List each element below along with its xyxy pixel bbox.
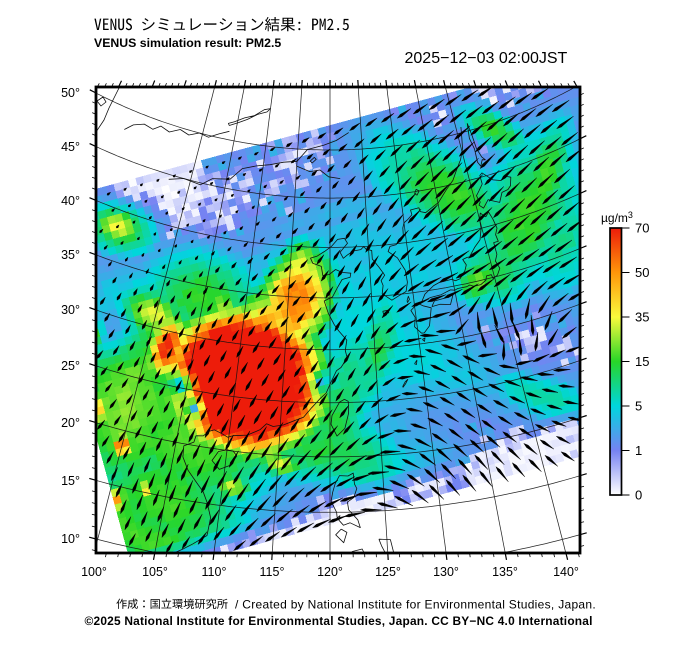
svg-text:2025−12−03 02:00JST: 2025−12−03 02:00JST: [405, 50, 568, 67]
svg-text:20°: 20°: [61, 416, 80, 430]
svg-text:50: 50: [635, 265, 649, 280]
svg-text:35°: 35°: [61, 248, 80, 262]
svg-text:105°: 105°: [142, 565, 168, 579]
svg-text:5: 5: [635, 399, 642, 414]
svg-text:120°: 120°: [317, 565, 343, 579]
svg-text:50°: 50°: [61, 86, 80, 100]
svg-text:VENUS simulation result: PM2.5: VENUS simulation result: PM2.5: [94, 36, 281, 50]
svg-text:110°: 110°: [202, 565, 227, 579]
svg-text:©2025 National Institute for E: ©2025 National Institute for Environment…: [85, 614, 593, 628]
svg-text:0: 0: [635, 488, 642, 503]
svg-text:35: 35: [635, 310, 649, 325]
svg-text:140°: 140°: [553, 565, 579, 579]
svg-text:45°: 45°: [61, 140, 80, 154]
svg-text:130°: 130°: [433, 565, 459, 579]
svg-text:/ Created by National Institut: / Created by National Institute for Envi…: [235, 598, 596, 612]
svg-text:100°: 100°: [81, 565, 107, 579]
svg-text:125°: 125°: [375, 565, 401, 579]
svg-text:135°: 135°: [492, 565, 518, 579]
svg-text:25°: 25°: [61, 359, 80, 373]
svg-text:1: 1: [635, 443, 642, 458]
svg-text:15: 15: [635, 354, 649, 369]
svg-text:10°: 10°: [61, 532, 80, 546]
svg-text:40°: 40°: [61, 194, 80, 208]
svg-text:15°: 15°: [61, 474, 80, 488]
svg-text:70: 70: [635, 221, 649, 236]
svg-text:30°: 30°: [61, 303, 80, 317]
svg-text:115°: 115°: [260, 565, 285, 579]
